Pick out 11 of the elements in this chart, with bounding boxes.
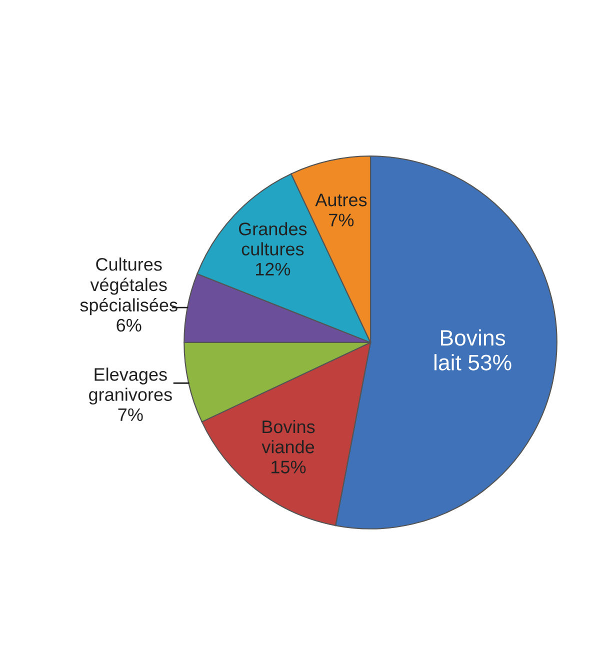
slice-label: Grandes cultures: [238, 222, 307, 256]
data-label: 12%: [256, 262, 290, 276]
data-label: 7%: [118, 408, 143, 422]
slice-label: Cultures végétales spécialisées: [80, 258, 178, 316]
data-label: 15%: [272, 460, 306, 474]
slice-label: Autres: [315, 194, 367, 206]
slice-label: Bovins lait 53%: [434, 329, 512, 370]
data-label: 7%: [329, 214, 354, 226]
data-label: 6%: [116, 318, 142, 332]
slice-label: Bovins viande: [262, 420, 315, 454]
slice-label: Elevages granivores: [89, 368, 172, 405]
